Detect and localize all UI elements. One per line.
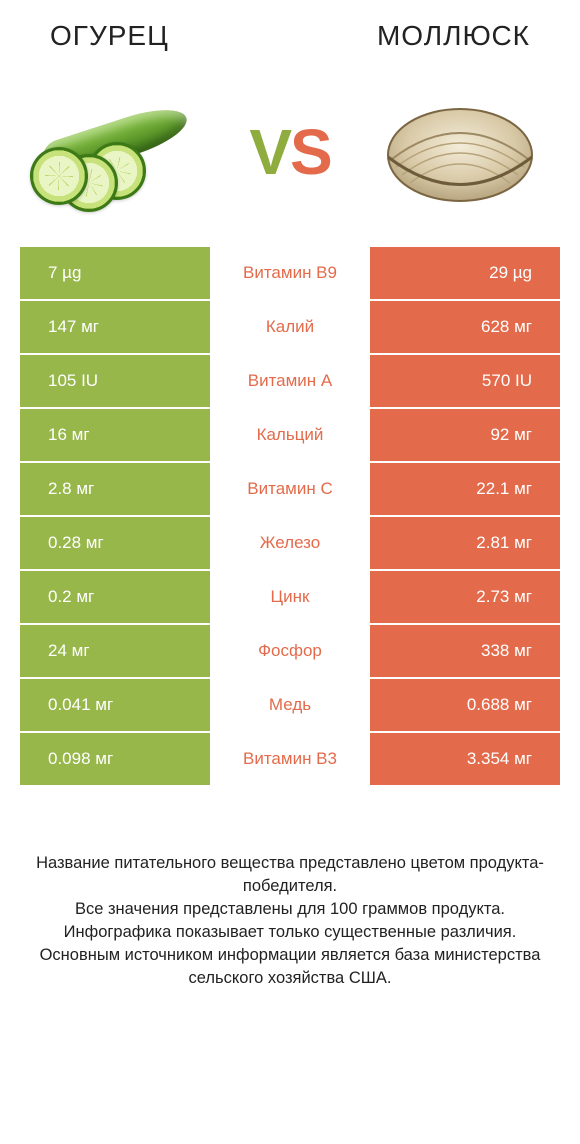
nutrient-label: Витамин B9 bbox=[210, 247, 370, 299]
nutrient-label: Медь bbox=[210, 679, 370, 731]
left-value: 0.098 мг bbox=[20, 733, 210, 785]
table-row: 0.28 мгЖелезо2.81 мг bbox=[20, 517, 560, 571]
left-product-image bbox=[30, 82, 210, 222]
nutrient-label: Кальций bbox=[210, 409, 370, 461]
left-value: 105 IU bbox=[20, 355, 210, 407]
table-row: 0.098 мгВитамин B33.354 мг bbox=[20, 733, 560, 787]
hero-row: VS bbox=[20, 82, 560, 222]
right-value: 3.354 мг bbox=[370, 733, 560, 785]
left-value: 0.041 мг bbox=[20, 679, 210, 731]
vs-label: VS bbox=[249, 115, 330, 189]
titles-row: ОГУРЕЦ МОЛЛЮСК bbox=[20, 20, 560, 52]
right-value: 2.73 мг bbox=[370, 571, 560, 623]
table-row: 24 мгФосфор338 мг bbox=[20, 625, 560, 679]
right-product-title: МОЛЛЮСК bbox=[377, 20, 530, 52]
cucumber-icon bbox=[30, 92, 210, 212]
nutrient-label: Цинк bbox=[210, 571, 370, 623]
footer-line: Все значения представлены для 100 граммо… bbox=[30, 898, 550, 921]
table-row: 147 мгКалий628 мг bbox=[20, 301, 560, 355]
right-value: 92 мг bbox=[370, 409, 560, 461]
infographic-page: ОГУРЕЦ МОЛЛЮСК VS bbox=[0, 0, 580, 1144]
table-row: 16 мгКальций92 мг bbox=[20, 409, 560, 463]
nutrient-label: Витамин A bbox=[210, 355, 370, 407]
footer-note: Название питательного вещества представл… bbox=[20, 852, 560, 1011]
right-value: 338 мг bbox=[370, 625, 560, 677]
table-row: 0.041 мгМедь0.688 мг bbox=[20, 679, 560, 733]
nutrient-label: Фосфор bbox=[210, 625, 370, 677]
table-row: 2.8 мгВитамин C22.1 мг bbox=[20, 463, 560, 517]
table-row: 105 IUВитамин A570 IU bbox=[20, 355, 560, 409]
left-value: 0.28 мг bbox=[20, 517, 210, 569]
left-value: 2.8 мг bbox=[20, 463, 210, 515]
right-value: 29 µg bbox=[370, 247, 560, 299]
right-value: 628 мг bbox=[370, 301, 560, 353]
nutrient-label: Витамин C bbox=[210, 463, 370, 515]
right-value: 22.1 мг bbox=[370, 463, 560, 515]
clam-icon bbox=[380, 97, 540, 207]
left-product-title: ОГУРЕЦ bbox=[50, 20, 169, 52]
footer-line: Инфографика показывает только существенн… bbox=[30, 921, 550, 944]
right-value: 570 IU bbox=[370, 355, 560, 407]
right-value: 2.81 мг bbox=[370, 517, 560, 569]
vs-s: S bbox=[290, 116, 331, 188]
left-value: 7 µg bbox=[20, 247, 210, 299]
nutrient-table: 7 µgВитамин B929 µg147 мгКалий628 мг105 … bbox=[20, 247, 560, 787]
nutrient-label: Железо bbox=[210, 517, 370, 569]
footer-line: Название питательного вещества представл… bbox=[30, 852, 550, 898]
right-value: 0.688 мг bbox=[370, 679, 560, 731]
right-product-image bbox=[370, 82, 550, 222]
table-row: 0.2 мгЦинк2.73 мг bbox=[20, 571, 560, 625]
table-row: 7 µgВитамин B929 µg bbox=[20, 247, 560, 301]
left-value: 147 мг bbox=[20, 301, 210, 353]
footer-line: Основным источником информации является … bbox=[30, 944, 550, 990]
left-value: 24 мг bbox=[20, 625, 210, 677]
nutrient-label: Калий bbox=[210, 301, 370, 353]
vs-v: V bbox=[249, 116, 290, 188]
left-value: 0.2 мг bbox=[20, 571, 210, 623]
left-value: 16 мг bbox=[20, 409, 210, 461]
nutrient-label: Витамин B3 bbox=[210, 733, 370, 785]
